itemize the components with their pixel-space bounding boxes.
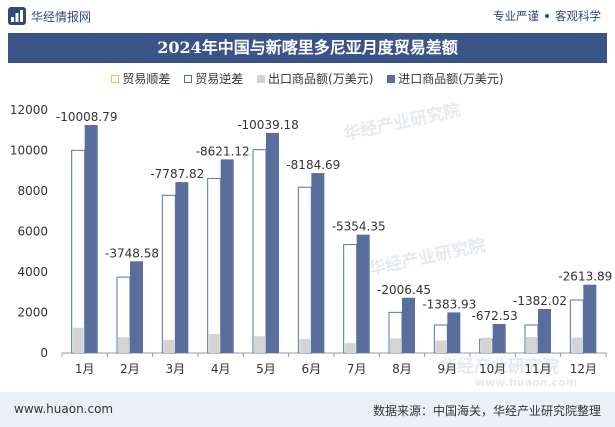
legend-swatch-deficit: [184, 74, 193, 83]
export-bar: [390, 338, 401, 353]
x-tick-label: 5月: [256, 362, 276, 376]
tag-rigorous: 专业严谨: [493, 9, 539, 23]
brand-tags: 专业严谨 客观科学: [493, 8, 601, 24]
export-bar: [208, 333, 220, 353]
deficit-bar: [161, 194, 176, 354]
import-bar: [175, 182, 189, 353]
export-bar: [72, 327, 84, 353]
data-label: -10008.79: [56, 110, 118, 124]
legend-label-import: 进口商品额(万美元): [398, 72, 504, 86]
footer-site: www.huaon.com: [14, 402, 114, 416]
legend-swatch-export: [257, 74, 266, 83]
chart-plot: 华经产业研究院 华经产业研究院 华经产业研究院 www.huaon.com 0 2…: [10, 100, 612, 389]
data-label: -3748.58: [105, 246, 159, 260]
chart-title: 2024年中国与新喀里多尼亚月度贸易差额: [157, 38, 458, 57]
watermark-text: 华经产业研究院: [440, 356, 559, 377]
data-label: -7787.82: [150, 167, 204, 181]
legend: 贸易顺差 贸易逆差 出口商品额(万美元) 进口商品额(万美元): [0, 70, 615, 88]
bars-layer: 0 2000 4000 6000 8000 10000 12000 -10008.79 1月 -3…: [10, 103, 612, 376]
export-bar: [435, 340, 447, 353]
y-tick-label: 8000: [17, 184, 48, 198]
y-tick-label: 12000: [10, 103, 48, 117]
data-label: -2006.45: [377, 283, 431, 297]
export-bar: [163, 339, 175, 353]
export-bar: [299, 338, 311, 353]
data-label: -2613.89: [558, 270, 612, 284]
data-label: -672.53: [472, 309, 518, 323]
x-tick-label: 2月: [120, 362, 140, 376]
dot-separator-icon: [545, 13, 549, 18]
legend-item-deficit: 贸易逆差: [184, 70, 243, 87]
y-tick-label: 0: [40, 346, 48, 360]
legend-label-deficit: 贸易逆差: [195, 72, 244, 86]
x-tick-label: 7月: [347, 362, 367, 376]
deficit-bar: [71, 149, 86, 354]
x-tick-label: 8月: [392, 362, 412, 376]
footer: www.huaon.com 数据来源：中国海关，华经产业研究院整理: [0, 392, 615, 427]
import-bar: [447, 312, 461, 353]
data-label: -8184.69: [286, 158, 340, 172]
x-tick-label: 9月: [438, 362, 458, 376]
data-label: -10039.18: [237, 118, 299, 132]
import-bar: [356, 234, 370, 353]
export-bar: [254, 336, 265, 353]
export-bar: [118, 337, 129, 353]
y-tick-label: 4000: [17, 265, 48, 279]
export-bar: [344, 343, 356, 353]
legend-item-export: 出口商品额(万美元): [257, 70, 373, 87]
import-bar: [130, 261, 143, 353]
x-tick-label: 6月: [302, 362, 322, 376]
data-label: -8621.12: [196, 144, 250, 158]
watermark-text: www.huaon.com: [475, 376, 577, 389]
import-bar: [84, 125, 98, 353]
data-label: -5354.35: [332, 220, 386, 234]
legend-item-surplus: 贸易顺差: [111, 70, 170, 87]
import-bar: [220, 159, 234, 353]
data-label: -1383.93: [422, 297, 476, 311]
deficit-bar: [343, 244, 358, 354]
legend-swatch-import: [387, 74, 396, 83]
legend-label-surplus: 贸易顺差: [122, 72, 171, 86]
x-tick-label: 10月: [479, 362, 506, 376]
data-label: -1382.02: [513, 294, 567, 308]
tag-objective: 客观科学: [555, 9, 601, 23]
x-tick-label: 12月: [570, 362, 597, 376]
import-bar: [266, 132, 279, 353]
deficit-bar: [252, 149, 267, 354]
x-tick-label: 4月: [211, 362, 231, 376]
import-bar: [402, 297, 415, 353]
import-bar: [583, 284, 597, 353]
legend-item-import: 进口商品额(万美元): [387, 70, 504, 87]
export-bar: [526, 337, 537, 353]
import-bar: [311, 173, 325, 353]
watermark-text: 华经产业研究院: [367, 235, 488, 280]
export-bar: [480, 337, 492, 353]
legend-swatch-surplus: [111, 74, 120, 83]
watermark-text: 华经产业研究院: [342, 100, 463, 145]
export-bar: [571, 337, 583, 353]
deficit-bar: [207, 177, 222, 354]
import-bar: [538, 309, 551, 353]
y-tick-label: 10000: [10, 144, 48, 158]
x-tick-label: 11月: [524, 362, 551, 376]
x-tick-label: 1月: [75, 362, 95, 376]
deficit-bar: [297, 186, 312, 354]
footer-source: 数据来源：中国海关，华经产业研究院整理: [372, 404, 601, 418]
top-bar: 华经情报网 专业严谨 客观科学: [0, 0, 615, 32]
title-bar: 2024年中国与新喀里多尼亚月度贸易差额: [8, 33, 607, 63]
import-bar: [492, 323, 506, 353]
brand-logo-icon: [8, 7, 26, 25]
legend-label-export: 出口商品额(万美元): [268, 72, 374, 86]
y-tick-label: 2000: [17, 306, 48, 320]
y-tick-label: 6000: [17, 225, 48, 239]
brand-name: 华经情报网: [31, 10, 92, 24]
x-tick-label: 3月: [166, 362, 186, 376]
